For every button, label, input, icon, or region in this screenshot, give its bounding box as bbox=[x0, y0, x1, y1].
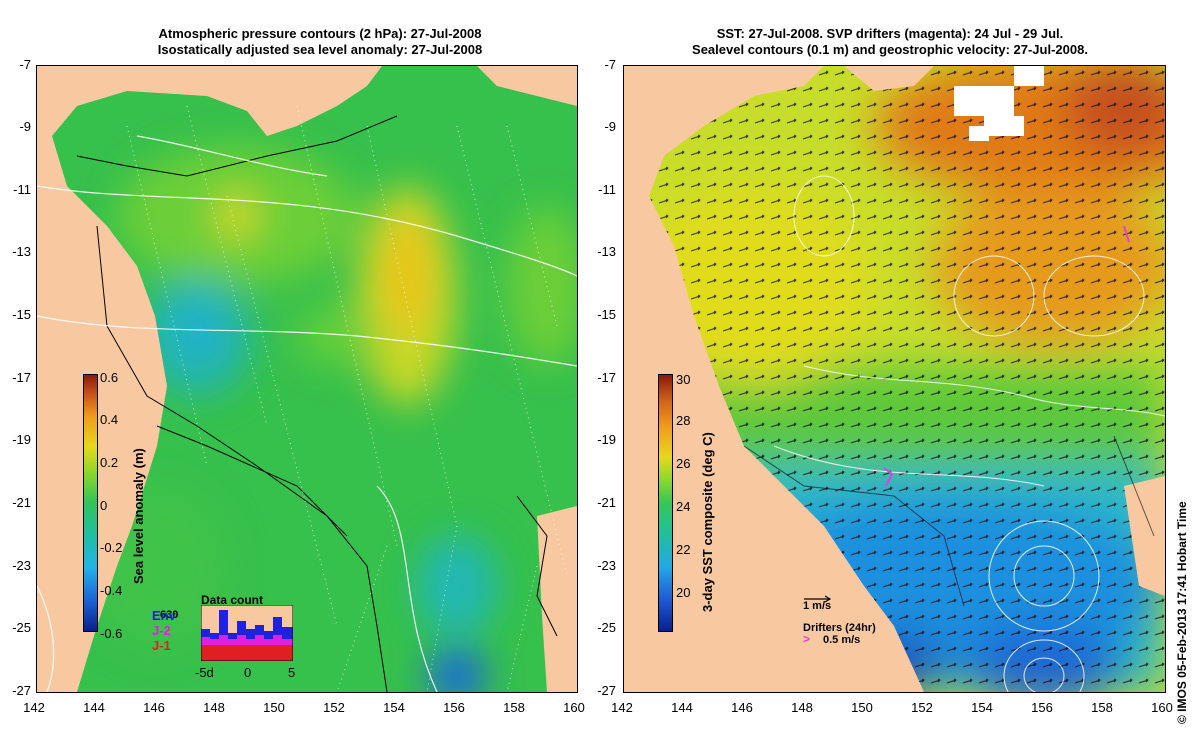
x-tick-label: 146 bbox=[143, 700, 165, 715]
colorbar-tick-label: 20 bbox=[676, 585, 691, 600]
x-tick-label: 156 bbox=[1031, 700, 1053, 715]
x-tick-label: 152 bbox=[323, 700, 345, 715]
colorbar-tick-label: 0.2 bbox=[100, 455, 119, 470]
data-count-title: Data count bbox=[201, 593, 264, 607]
velocity-scale-arrow-icon bbox=[804, 595, 832, 603]
y-tick-label: -17 bbox=[12, 370, 31, 385]
y-tick-label: -13 bbox=[12, 244, 31, 259]
colorbar-tick-label: 26 bbox=[676, 456, 691, 471]
y-tick-label: -11 bbox=[598, 182, 616, 197]
left-panel-title: Atmospheric pressure contours (2 hPa): 2… bbox=[40, 26, 600, 58]
data-count-max: 630 bbox=[160, 609, 179, 621]
x-tick-label: 158 bbox=[1091, 700, 1113, 715]
sst-colorbar bbox=[658, 374, 673, 632]
y-tick-label: -11 bbox=[13, 182, 31, 197]
sea-level-colorbar-label: Sea level anomaly (m) bbox=[131, 448, 146, 584]
x-tick-label: 152 bbox=[911, 700, 933, 715]
histogram-axis-label: -5d bbox=[195, 665, 214, 680]
drifter-speed-label: 0.5 m/s bbox=[823, 634, 861, 646]
mission-env-label: Env bbox=[152, 608, 176, 623]
mission-j1-label: J-1 bbox=[152, 638, 171, 653]
y-tick-label: -9 bbox=[604, 119, 616, 134]
y-tick-label: -25 bbox=[12, 620, 31, 635]
y-tick-label: -15 bbox=[12, 307, 31, 322]
sst-field bbox=[624, 66, 1165, 692]
x-tick-label: 156 bbox=[443, 700, 465, 715]
right-title-line2: Sealevel contours (0.1 m) and geostrophi… bbox=[692, 42, 1088, 57]
mission-j2-label: J-2 bbox=[152, 623, 171, 638]
left-title-line2: Isostatically adjusted sea level anomaly… bbox=[157, 42, 483, 57]
colorbar-tick-label: 0.6 bbox=[100, 370, 119, 385]
y-tick-label: -21 bbox=[12, 495, 31, 510]
y-tick-label: -27 bbox=[12, 683, 31, 698]
drifter-symbol-icon: > bbox=[803, 632, 811, 646]
y-tick-label: -19 bbox=[597, 432, 616, 447]
y-tick-label: -23 bbox=[597, 558, 616, 573]
y-tick-label: -23 bbox=[12, 558, 31, 573]
histogram-axis-label: 5 bbox=[288, 665, 296, 680]
colorbar-tick-label: 28 bbox=[676, 413, 691, 428]
x-tick-label: 160 bbox=[1151, 700, 1173, 715]
sea-level-colorbar bbox=[83, 374, 98, 632]
right-panel-title: SST: 27-Jul-2008. SVP drifters (magenta)… bbox=[600, 26, 1180, 58]
colorbar-tick-label: -0.6 bbox=[100, 626, 123, 641]
y-tick-label: -15 bbox=[597, 307, 616, 322]
x-tick-label: 144 bbox=[83, 700, 105, 715]
x-tick-label: 146 bbox=[731, 700, 753, 715]
x-tick-label: 160 bbox=[563, 700, 585, 715]
colorbar-tick-label: 0 bbox=[100, 498, 108, 513]
colorbar-tick-label: -0.4 bbox=[100, 583, 123, 598]
x-tick-label: 142 bbox=[611, 700, 633, 715]
x-tick-label: 150 bbox=[263, 700, 285, 715]
x-tick-label: 142 bbox=[23, 700, 45, 715]
y-tick-label: -27 bbox=[597, 683, 616, 698]
x-tick-label: 154 bbox=[971, 700, 993, 715]
y-tick-label: -7 bbox=[19, 57, 31, 72]
x-tick-label: 150 bbox=[851, 700, 873, 715]
x-tick-label: 148 bbox=[203, 700, 225, 715]
x-tick-label: 148 bbox=[791, 700, 813, 715]
y-tick-label: -19 bbox=[12, 432, 31, 447]
colorbar-tick-label: -0.2 bbox=[100, 540, 123, 555]
drifters-legend-title: Drifters (24hr) bbox=[803, 622, 876, 634]
colorbar-tick-label: 24 bbox=[676, 499, 691, 514]
colorbar-tick-label: 22 bbox=[676, 542, 691, 557]
y-tick-label: -17 bbox=[597, 370, 616, 385]
credit-text: © IMOS 05-Feb-2013 17:41 Hobart Time bbox=[1175, 501, 1189, 724]
x-tick-label: 158 bbox=[503, 700, 525, 715]
sst-map bbox=[623, 65, 1166, 693]
data-count-histogram bbox=[201, 605, 293, 661]
y-tick-label: -21 bbox=[597, 495, 616, 510]
left-title-line1: Atmospheric pressure contours (2 hPa): 2… bbox=[158, 26, 482, 41]
histogram-axis-label: 0 bbox=[244, 665, 252, 680]
sst-colorbar-label: 3-day SST composite (deg C) bbox=[700, 432, 715, 612]
right-title-line1: SST: 27-Jul-2008. SVP drifters (magenta)… bbox=[716, 26, 1064, 41]
y-tick-label: -25 bbox=[597, 620, 616, 635]
x-tick-label: 144 bbox=[671, 700, 693, 715]
colorbar-tick-label: 0.4 bbox=[100, 412, 119, 427]
velocity-scale-label: 1 m/s bbox=[803, 600, 832, 612]
sea-level-anomaly-field bbox=[37, 66, 577, 692]
colorbar-tick-label: 30 bbox=[676, 372, 691, 387]
y-tick-label: -13 bbox=[597, 244, 616, 259]
y-tick-label: -7 bbox=[604, 57, 616, 72]
y-tick-label: -9 bbox=[19, 119, 31, 134]
sea-level-anomaly-map bbox=[36, 65, 578, 693]
x-tick-label: 154 bbox=[383, 700, 405, 715]
